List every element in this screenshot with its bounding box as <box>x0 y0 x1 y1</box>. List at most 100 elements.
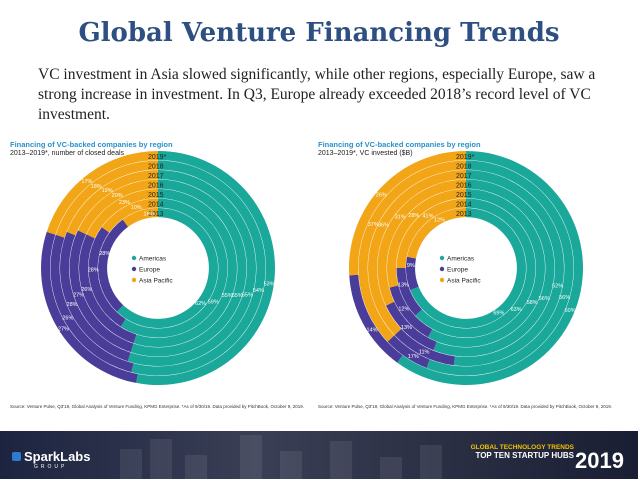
ring-label-4: 2015 <box>456 192 472 199</box>
ring-label-4: 2015 <box>148 192 164 199</box>
data-label-asia-5: 10% <box>131 205 142 211</box>
donut-segment-americas-5 <box>120 198 228 338</box>
donut-segment-europe-2 <box>59 231 131 362</box>
data-label-americas-5: 63% <box>511 307 522 313</box>
data-label-europe-3: 13% <box>401 325 412 331</box>
data-label-americas-5: 59% <box>208 300 219 306</box>
donut-segment-asia-2 <box>66 170 158 236</box>
donut-segment-asia-5 <box>101 198 158 233</box>
data-label-americas-1: 54% <box>253 288 264 294</box>
donut-segment-europe-5 <box>88 227 126 327</box>
donut-segment-asia-6 <box>407 208 466 259</box>
sparklabs-logo-icon <box>12 452 21 461</box>
donut-segment-europe-1 <box>387 335 430 368</box>
data-label-europe-1: 17% <box>408 354 419 360</box>
data-label-asia-1: 37% <box>368 222 379 228</box>
legend-label-asia: Asia Pacific <box>139 278 173 285</box>
donut-segment-asia-4 <box>86 189 158 239</box>
legend-swatch-americas <box>131 255 137 261</box>
legend-label-europe: Europe <box>447 267 468 274</box>
legend-label-asia: Asia Pacific <box>447 278 481 285</box>
data-label-asia-5: 41% <box>423 214 434 220</box>
invested-chart-panel: Financing of VC-backed companies by regi… <box>318 140 618 420</box>
donut-segment-asia-3 <box>377 179 466 306</box>
donut-segment-europe-4 <box>389 285 433 338</box>
data-label-europe-2: 28% <box>67 302 78 308</box>
data-label-asia-6: 16% <box>144 211 155 217</box>
ring-label-2: 2017 <box>456 173 472 180</box>
donut-segment-europe-4 <box>79 234 137 344</box>
legend-label-europe: Europe <box>139 267 160 274</box>
data-label-europe-6: 9% <box>407 263 415 269</box>
data-label-europe-5: 28% <box>88 268 99 274</box>
deals-donut-chart: 2019*20182017201620152014201353%54%55%55… <box>40 151 275 385</box>
donut-segment-europe-0 <box>349 274 403 363</box>
data-label-europe-6: 28% <box>99 251 110 257</box>
legend-swatch-europe <box>131 266 137 272</box>
donut-segment-asia-2 <box>368 170 466 336</box>
data-label-americas-2: 55% <box>242 293 253 299</box>
data-label-asia-1: 18% <box>91 184 102 190</box>
legend-label-americas: Americas <box>139 256 167 263</box>
donut-segment-europe-1 <box>50 234 134 373</box>
ring-label-3: 2016 <box>456 183 472 190</box>
donut-segment-europe-6 <box>406 256 419 291</box>
legend-label-americas: Americas <box>447 256 475 263</box>
donut-segment-americas-6 <box>116 208 218 328</box>
legend-swatch-asia <box>439 277 445 283</box>
ring-label-5: 2014 <box>148 202 164 209</box>
slide-title: Global Venture Financing Trends <box>78 18 560 48</box>
data-label-asia-0: 26% <box>376 192 387 198</box>
data-label-americas-1: 56% <box>559 295 570 301</box>
donut-segment-europe-2 <box>394 328 455 366</box>
donut-segment-europe-5 <box>396 268 422 316</box>
data-label-americas-6: 62% <box>195 301 206 307</box>
ring-label-6: 2013 <box>456 211 472 218</box>
data-label-americas-2: 52% <box>552 283 563 289</box>
data-label-europe-0: 14% <box>367 327 378 333</box>
data-label-europe-5: 13% <box>398 283 409 289</box>
data-label-asia-2: 19% <box>102 188 113 194</box>
legend-swatch-asia <box>131 277 137 283</box>
data-label-europe-4: 26% <box>81 287 92 293</box>
donut-segment-europe-3 <box>385 301 437 351</box>
data-label-asia-4: 23% <box>119 200 130 206</box>
ring-label-2: 2017 <box>148 173 164 180</box>
data-label-asia-6: 12% <box>434 218 445 224</box>
donut-segment-asia-6 <box>122 208 158 227</box>
donut-segment-americas-5 <box>415 198 536 338</box>
data-label-europe-4: 12% <box>398 307 409 313</box>
data-label-asia-3: 31% <box>395 214 406 220</box>
data-label-asia-2: 36% <box>378 223 389 229</box>
data-label-americas-4: 58% <box>527 300 538 306</box>
ring-label-0: 2019* <box>456 154 475 161</box>
ring-label-1: 2018 <box>456 164 472 171</box>
data-label-americas-0: 53% <box>264 282 275 288</box>
legend-swatch-europe <box>439 266 445 272</box>
deals-chart-panel: Financing of VC-backed companies by regi… <box>10 140 310 420</box>
donut-segment-europe-6 <box>97 219 129 312</box>
data-label-europe-3: 27% <box>73 293 84 299</box>
data-label-europe-1: 26% <box>62 315 73 321</box>
invested-chart-source: Source: Venture Pulse, Q3'19, Global Ana… <box>318 404 613 409</box>
sparklabs-logo: SparkLabs GROUP <box>12 449 90 470</box>
donut-segment-asia-1 <box>358 160 466 342</box>
data-label-europe-0: 27% <box>58 327 69 333</box>
ring-label-0: 2019* <box>148 154 167 161</box>
slide-subtitle: VC investment in Asia slowed significant… <box>38 66 596 123</box>
brand-year: 2019 <box>575 448 624 473</box>
legend-swatch-americas <box>439 255 445 261</box>
data-label-americas-6: 69% <box>493 310 504 316</box>
donut-segment-asia-0 <box>46 151 158 235</box>
donut-segment-asia-4 <box>387 189 466 288</box>
deals-chart-source: Source: Venture Pulse, Q3'19, Global Ana… <box>10 404 305 409</box>
trends-brand: GLOBAL TECHNOLOGY TRENDS TOP TEN STARTUP… <box>471 444 624 473</box>
invested-chart-title: Financing of VC-backed companies by regi… <box>318 140 481 149</box>
donut-segment-asia-3 <box>77 179 158 235</box>
donut-segment-europe-3 <box>69 230 134 353</box>
ring-label-5: 2014 <box>456 202 472 209</box>
invested-donut-chart: 2019* 2018 2017 2016 2015 2014 2013 60% 56% 52% 56… <box>349 151 583 385</box>
data-label-americas-3: 55% <box>232 293 243 299</box>
ring-label-1: 2018 <box>148 164 164 171</box>
data-label-europe-2: 11% <box>419 349 430 355</box>
